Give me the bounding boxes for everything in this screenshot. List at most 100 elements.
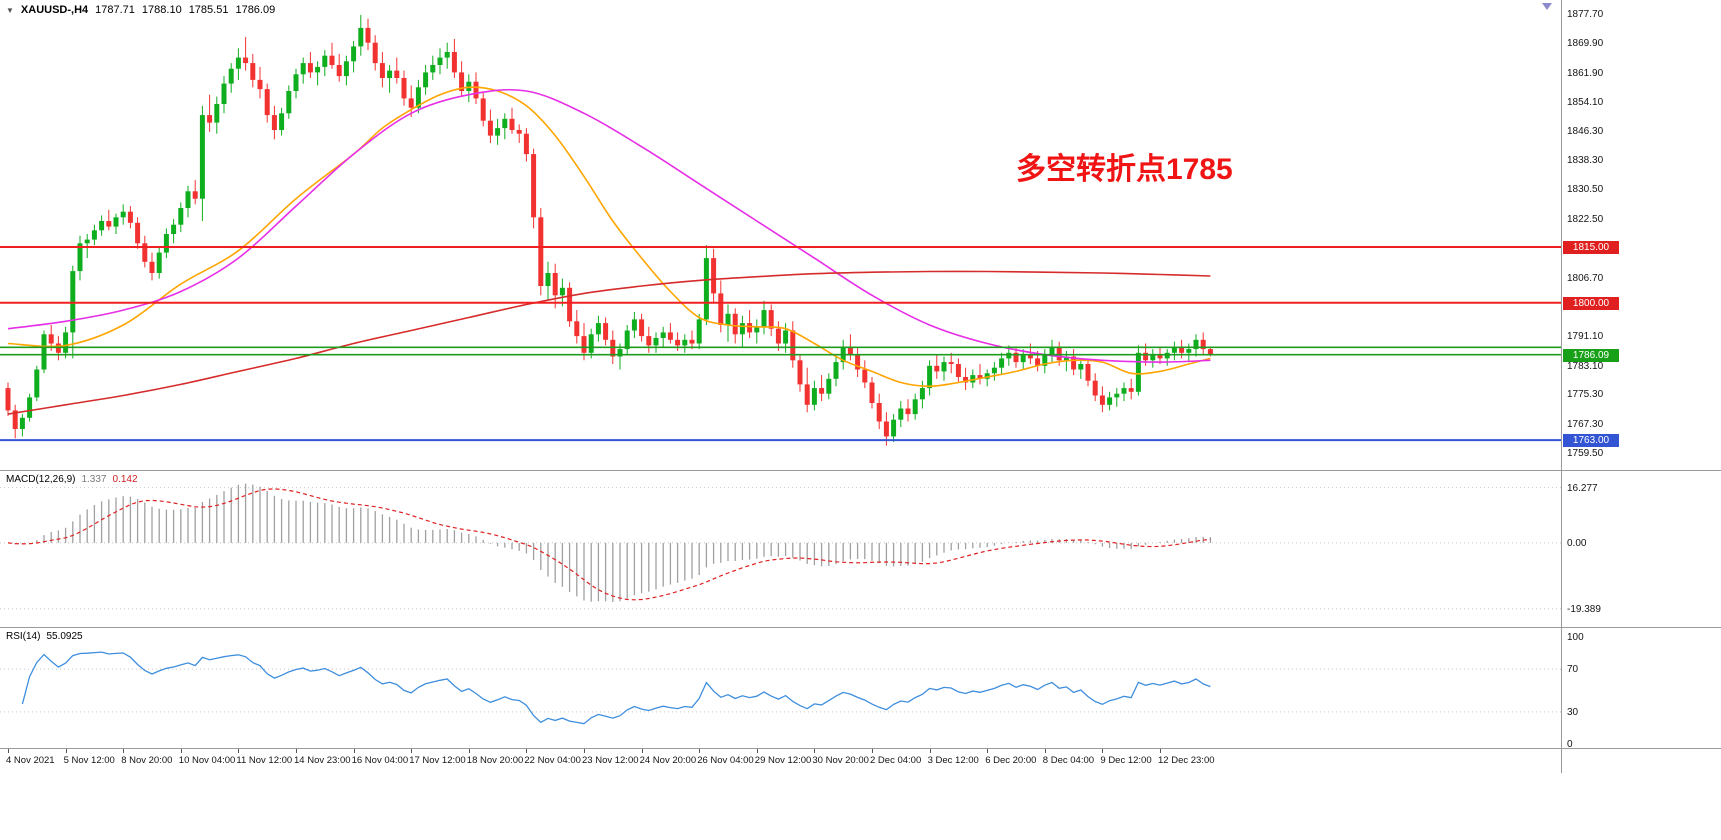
- time-axis-tick: [180, 749, 182, 753]
- macd-label: MACD(12,26,9) 1.337 0.142: [6, 474, 138, 485]
- price-axis-label: 1846.30: [1567, 125, 1604, 137]
- chart-title: ▼ XAUUSD-,H4 1787.71 1788.10 1785.51 178…: [6, 4, 275, 16]
- time-axis-tick: [1044, 749, 1046, 753]
- time-axis-tick: [929, 749, 931, 753]
- time-axis-label: 8 Dec 04:00: [1042, 755, 1095, 766]
- time-axis-label: 18 Nov 20:00: [466, 755, 524, 766]
- time-axis-label: 6 Dec 20:00: [985, 755, 1037, 766]
- ohlc-low: 1785.51: [188, 4, 229, 16]
- time-axis-tick: [65, 749, 67, 753]
- price-axis-label: 1830.50: [1567, 184, 1604, 196]
- time-axis[interactable]: 4 Nov 2021 5 Nov 12:00 8 Nov 20:00 10 Nov 0…: [0, 749, 1561, 773]
- rsi-axis-label: 70: [1567, 664, 1579, 676]
- price-badge: 1786.09: [1563, 348, 1619, 362]
- price-badge: 1815.00: [1563, 241, 1619, 254]
- macd-histogram: [14, 483, 1212, 602]
- price-axis-label: 1783.10: [1567, 360, 1604, 372]
- ohlc-close: 1786.09: [235, 4, 276, 16]
- time-axis-tick: [238, 749, 240, 753]
- rsi-axis-label: 100: [1567, 632, 1584, 643]
- annotation-text[interactable]: 多空转折点1785: [1016, 153, 1233, 186]
- time-axis-label: 2 Dec 04:00: [870, 755, 922, 766]
- pane-separator: [0, 748, 1721, 749]
- price-axis-label: 1822.50: [1567, 214, 1604, 226]
- price-axis-label: 1877.70: [1567, 9, 1604, 21]
- time-axis-tick: [756, 749, 758, 753]
- macd-name: MACD(12,26,9): [6, 474, 76, 485]
- ma-mid-magenta-line: [7, 88, 1211, 363]
- rsi-pane[interactable]: [0, 628, 1561, 748]
- main-chart-pane-wrap: ▼ XAUUSD-,H4 1787.71 1788.10 1785.51 178…: [0, 0, 1561, 470]
- rsi-name: RSI(14): [6, 631, 41, 642]
- rsi-axis-label: 0: [1567, 739, 1573, 750]
- price-axis-label: 1767.30: [1567, 419, 1604, 431]
- ohlc-high: 1788.10: [141, 4, 182, 16]
- time-axis-label: 4 Nov 2021: [6, 755, 55, 766]
- time-axis-tick: [123, 749, 125, 753]
- rsi-line: [21, 651, 1211, 725]
- ohlc-open: 1787.71: [95, 4, 135, 16]
- time-axis-label: 29 Nov 12:00: [754, 755, 812, 766]
- main-chart-pane[interactable]: [0, 0, 1561, 470]
- time-axis-label: 9 Dec 12:00: [1100, 755, 1152, 766]
- time-axis-tick: [1160, 749, 1161, 753]
- time-axis-tick: [1102, 749, 1104, 753]
- macd-signal-value: 0.142: [112, 474, 138, 485]
- time-axis-tick: [411, 749, 413, 753]
- macd-axis-label: 0.00: [1567, 537, 1587, 549]
- chart-shift-marker: [1542, 3, 1552, 10]
- rsi-axis-label: 30: [1567, 706, 1579, 718]
- price-badge: 1763.00: [1563, 434, 1619, 448]
- price-axis-label: 1854.10: [1567, 96, 1604, 108]
- time-axis-tick: [526, 749, 528, 753]
- time-axis-label: 16 Nov 04:00: [351, 755, 409, 766]
- price-axis[interactable]: 1877.70 1869.90 1861.90 1854.10 1846.30 1838.…: [1562, 0, 1721, 470]
- axis-separator: [1561, 0, 1562, 773]
- time-axis-tick: [641, 749, 643, 753]
- time-axis-label: 30 Nov 20:00: [812, 755, 869, 766]
- time-axis-label: 14 Nov 23:00: [294, 755, 351, 766]
- price-axis-label: 1869.90: [1567, 38, 1604, 50]
- macd-pane-wrap: MACD(12,26,9) 1.337 0.142: [0, 471, 1561, 627]
- time-axis-label: 5 Nov 12:00: [63, 755, 115, 766]
- macd-signal-line: [7, 488, 1211, 601]
- price-axis-label: 1759.50: [1567, 448, 1604, 460]
- ma-fast-orange-line: [7, 86, 1211, 388]
- time-axis-label: 24 Nov 20:00: [639, 755, 697, 766]
- time-axis-label: 22 Nov 04:00: [524, 755, 581, 766]
- time-axis-tick: [353, 749, 355, 753]
- price-axis-label: 1861.90: [1567, 67, 1604, 79]
- candlestick-series: [5, 14, 1213, 446]
- pane-separator[interactable]: [0, 470, 1721, 471]
- price-axis-label: 1806.70: [1567, 272, 1604, 284]
- symbol-label: XAUUSD-,H4: [20, 4, 89, 16]
- rsi-axis[interactable]: 100 70 30 0: [1562, 628, 1721, 750]
- time-axis-label: 12 Dec 23:00: [1158, 755, 1215, 766]
- rsi-value: 55.0925: [46, 631, 83, 642]
- time-axis-label: 26 Nov 04:00: [697, 755, 754, 766]
- time-axis-label: 8 Nov 20:00: [121, 755, 173, 766]
- time-axis-label: 11 Nov 12:00: [236, 755, 293, 766]
- ma-slow-red-line: [7, 270, 1211, 415]
- price-axis-label: 1791.10: [1567, 330, 1604, 342]
- time-axis-tick: [468, 749, 470, 753]
- time-axis-tick: [987, 749, 989, 753]
- symbol-dropdown-icon[interactable]: ▼: [6, 5, 14, 15]
- time-axis-tick: [8, 749, 9, 753]
- macd-main-value: 1.337: [81, 474, 107, 485]
- macd-axis[interactable]: 16.277 0.00 -19.389: [1562, 471, 1721, 627]
- time-axis-label: 17 Nov 12:00: [409, 755, 466, 766]
- time-axis-label: 23 Nov 12:00: [582, 755, 639, 766]
- rsi-pane-wrap: RSI(14) 55.0925: [0, 628, 1561, 748]
- pane-separator[interactable]: [0, 627, 1721, 628]
- time-axis-tick: [296, 749, 297, 753]
- time-axis-tick: [872, 749, 873, 753]
- macd-axis-label: -19.389: [1567, 603, 1601, 615]
- time-axis-tick: [699, 749, 701, 753]
- time-axis-label: 10 Nov 04:00: [178, 755, 236, 766]
- macd-pane[interactable]: [0, 471, 1561, 627]
- time-axis-tick: [814, 749, 816, 753]
- price-axis-label: 1775.30: [1567, 389, 1604, 401]
- time-axis-tick: [584, 749, 585, 753]
